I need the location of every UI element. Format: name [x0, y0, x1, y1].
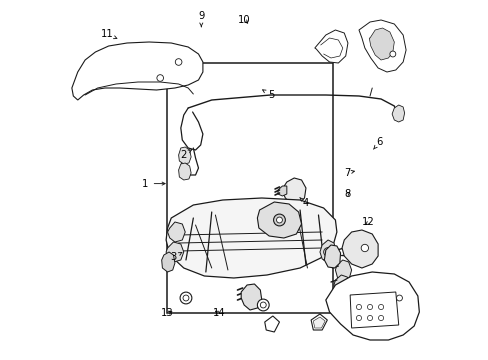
Polygon shape — [314, 30, 347, 63]
Circle shape — [157, 75, 163, 81]
Bar — [167, 63, 332, 313]
Circle shape — [389, 51, 395, 57]
Polygon shape — [167, 222, 185, 242]
Text: 12: 12 — [362, 217, 374, 228]
Circle shape — [276, 217, 282, 223]
Polygon shape — [324, 245, 340, 268]
Polygon shape — [354, 234, 374, 262]
Text: 5: 5 — [262, 90, 274, 100]
Circle shape — [183, 295, 188, 301]
Text: 8: 8 — [343, 189, 349, 199]
Text: 14: 14 — [213, 308, 225, 318]
Polygon shape — [341, 230, 377, 268]
Polygon shape — [264, 316, 279, 332]
Polygon shape — [257, 202, 301, 238]
Circle shape — [378, 305, 383, 310]
Polygon shape — [166, 198, 336, 278]
Text: 1: 1 — [142, 179, 165, 189]
Text: 6: 6 — [373, 137, 382, 149]
Polygon shape — [333, 275, 349, 295]
Polygon shape — [310, 314, 326, 330]
Polygon shape — [313, 317, 325, 328]
Polygon shape — [166, 242, 183, 262]
Circle shape — [396, 295, 402, 301]
Text: 3: 3 — [170, 252, 182, 262]
Circle shape — [356, 305, 361, 310]
Text: 13: 13 — [161, 308, 173, 318]
Circle shape — [257, 299, 268, 311]
Text: 11: 11 — [101, 29, 117, 39]
Circle shape — [175, 59, 182, 65]
Polygon shape — [349, 292, 398, 328]
Text: 2: 2 — [180, 150, 191, 160]
Polygon shape — [368, 28, 393, 60]
Polygon shape — [241, 284, 261, 310]
Text: 9: 9 — [198, 11, 204, 27]
Circle shape — [180, 292, 191, 304]
Polygon shape — [278, 186, 286, 196]
Text: 4: 4 — [299, 198, 308, 208]
Circle shape — [273, 214, 285, 226]
Circle shape — [323, 248, 332, 256]
Polygon shape — [335, 260, 351, 280]
Circle shape — [260, 302, 265, 308]
Circle shape — [366, 315, 372, 320]
Polygon shape — [72, 42, 203, 100]
Text: 10: 10 — [238, 15, 250, 25]
Polygon shape — [178, 147, 191, 164]
Circle shape — [361, 244, 368, 252]
Polygon shape — [281, 178, 305, 204]
Polygon shape — [178, 163, 191, 180]
Text: 7: 7 — [343, 168, 354, 178]
Polygon shape — [358, 20, 405, 72]
Circle shape — [366, 305, 372, 310]
Polygon shape — [162, 252, 175, 272]
Circle shape — [378, 315, 383, 320]
Polygon shape — [319, 240, 335, 262]
Circle shape — [356, 315, 361, 320]
Polygon shape — [391, 105, 404, 122]
Polygon shape — [325, 272, 419, 340]
